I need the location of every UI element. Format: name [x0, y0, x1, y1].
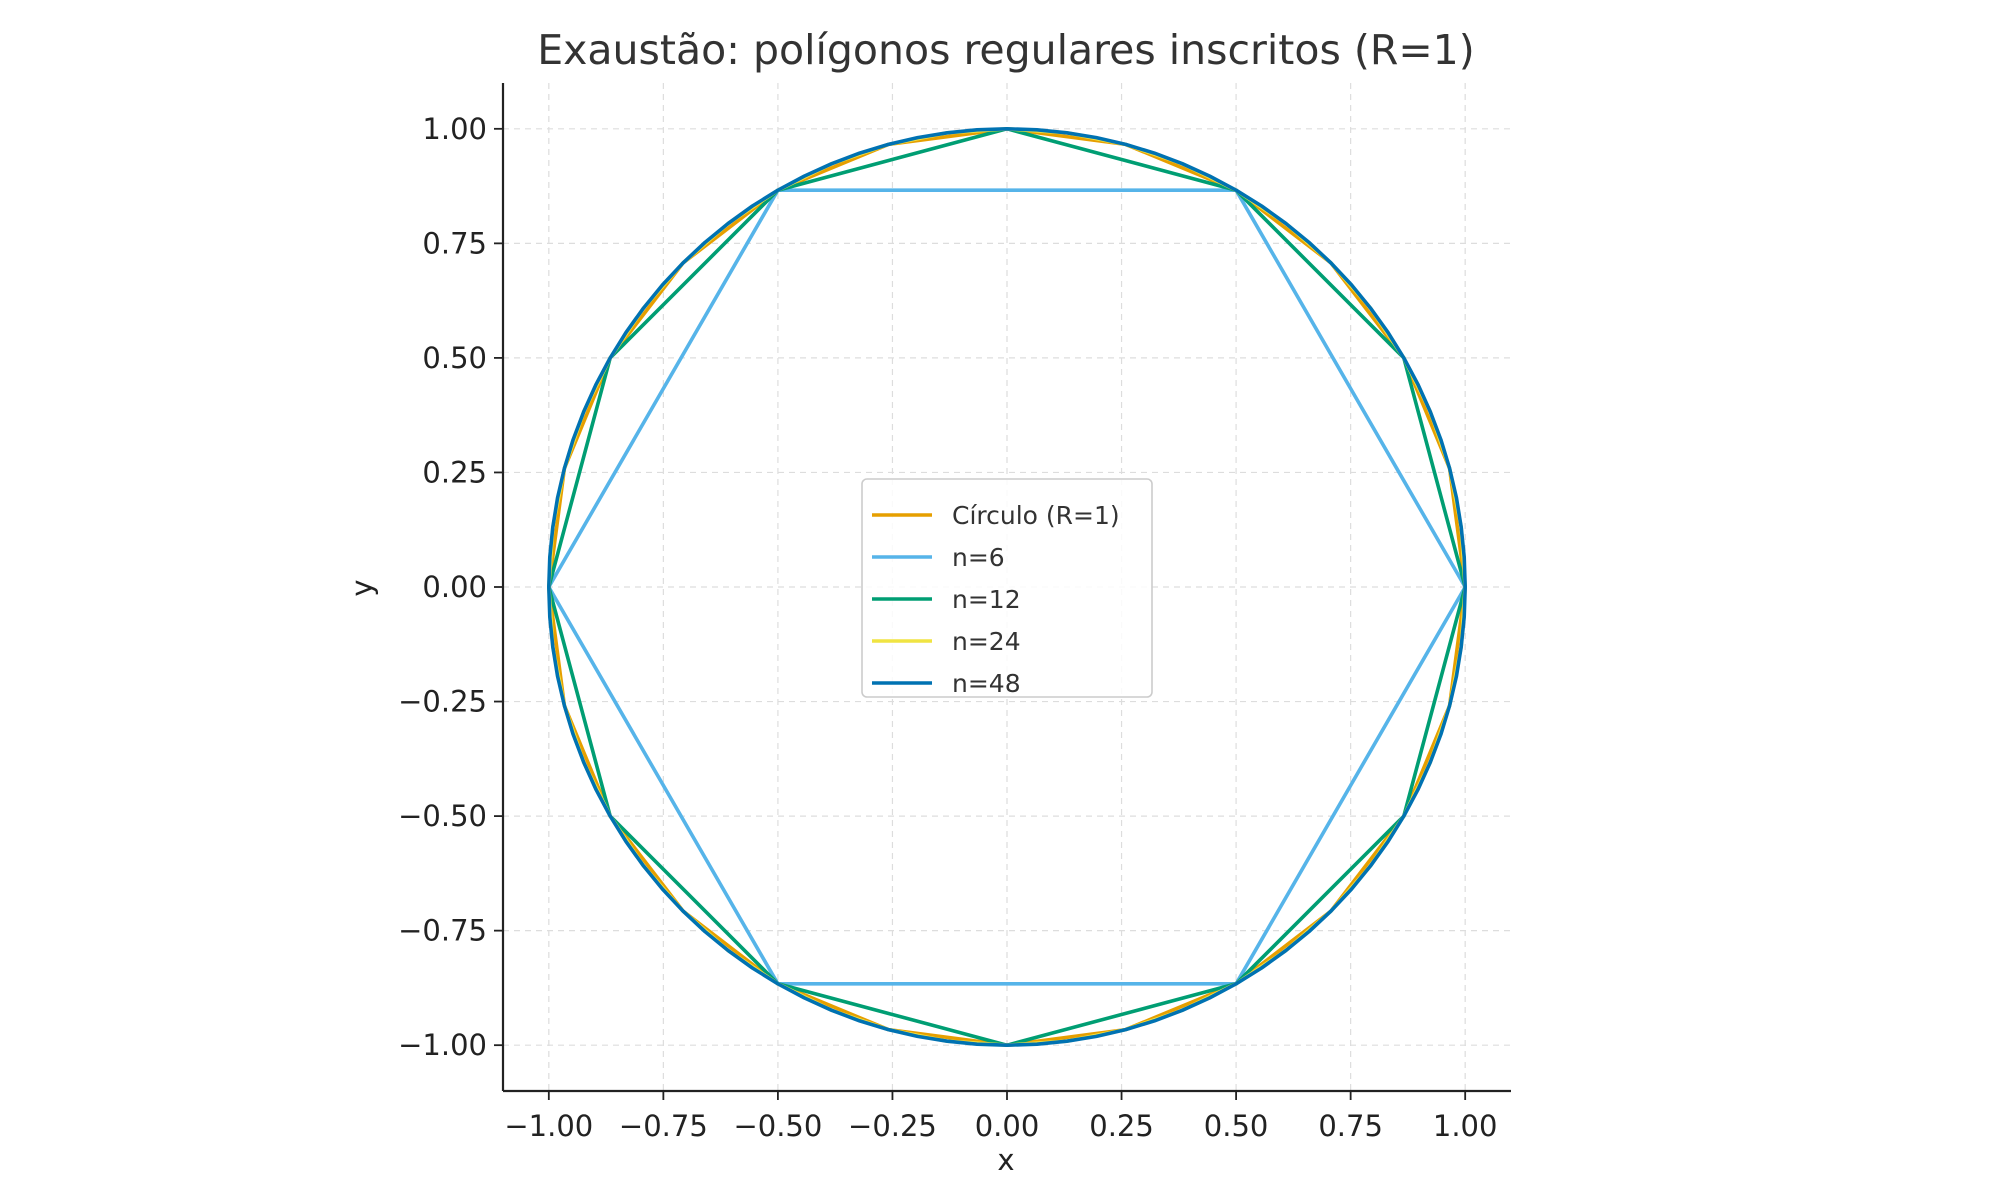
legend: Círculo (R=1) n=6 n=12 n=24 n=48	[861, 478, 1153, 698]
y-tick-label: −0.25	[398, 685, 487, 719]
chart-title: Exaustão: polígonos regulares inscritos …	[537, 26, 1475, 74]
x-tick-label: 0.75	[1318, 1109, 1383, 1143]
legend-label: n=48	[952, 669, 1021, 698]
ticks: −1.00 −0.75 −0.50 −0.25 0.00 0.25 0.50 0.75 1.00…	[398, 112, 1497, 1143]
legend-label: n=6	[952, 543, 1005, 572]
series-n-48-lower	[547, 586, 1467, 1047]
x-tick-label: −0.50	[733, 1109, 822, 1143]
x-axis-label: x	[997, 1143, 1014, 1177]
legend-label: n=24	[952, 627, 1021, 656]
x-tick-label: 0.00	[975, 1109, 1040, 1143]
y-tick-label: 0.75	[422, 226, 487, 260]
x-tick-label: −0.25	[848, 1109, 937, 1143]
y-tick-label: −0.50	[398, 799, 487, 833]
x-tick-label: 1.00	[1433, 1109, 1498, 1143]
y-tick-label: 0.50	[422, 341, 487, 375]
y-tick-label: 1.00	[422, 112, 487, 146]
grid	[503, 83, 1511, 1091]
x-tick-label: −0.75	[619, 1109, 708, 1143]
legend-box	[861, 478, 1153, 698]
x-tick-label: 0.25	[1089, 1109, 1154, 1143]
y-tick-label: 0.00	[422, 570, 487, 604]
y-tick-label: −0.75	[398, 914, 487, 948]
x-tick-label: 0.50	[1204, 1109, 1269, 1143]
y-tick-label: 0.25	[422, 455, 487, 489]
series-n-48	[547, 127, 1467, 588]
y-tick-label: −1.00	[398, 1028, 487, 1062]
y-axis-label: y	[345, 579, 379, 596]
series-layer	[546, 127, 1467, 1047]
x-tick-label: −1.00	[504, 1109, 593, 1143]
legend-label: Círculo (R=1)	[952, 501, 1120, 530]
legend-label: n=12	[952, 585, 1021, 614]
